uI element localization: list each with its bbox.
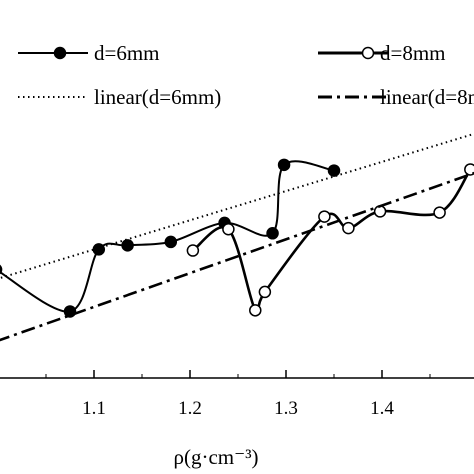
data-point-series-1 [121, 239, 134, 252]
legend-label-linear-d8: linear(d=8mm) [380, 85, 474, 109]
data-point-series-2 [222, 223, 235, 236]
data-point-series-1 [277, 158, 291, 172]
legend-entry-linear-d8: linear(d=8mm) [318, 85, 474, 109]
data-point-series-2 [342, 221, 355, 235]
x-tick-label: 1.2 [178, 398, 202, 419]
data-point-series-1 [0, 264, 3, 275]
data-point-series-2 [433, 206, 446, 219]
series-line-2 [192, 168, 472, 316]
legend-marker-d8 [361, 46, 375, 60]
data-point-series-1 [164, 235, 178, 249]
data-point-series-2 [186, 244, 200, 257]
legend-entry-linear-d6: linear(d=6mm) [18, 85, 221, 109]
x-tick-label: 1.1 [82, 398, 106, 419]
legend-label-d6: d=6mm [94, 41, 160, 65]
legend-entry-d6: d=6mm [18, 41, 160, 65]
legend-label-d8: d=8mm [380, 41, 446, 65]
legend-marker-d6 [53, 46, 67, 60]
series-line-1 [0, 160, 335, 313]
legend-entry-d8: d=8mm [318, 41, 446, 65]
data-point-series-2 [258, 285, 272, 299]
data-point-series-1 [327, 164, 341, 177]
legend-label-linear-d6: linear(d=6mm) [94, 85, 221, 109]
data-point-series-1 [266, 227, 279, 240]
x-axis: 1.11.21.31.41 [0, 370, 474, 419]
x-tick-label: 1.3 [274, 398, 298, 419]
data-point-series-2 [249, 304, 262, 317]
data-point-series-2 [318, 210, 331, 223]
trend-line-4 [0, 171, 474, 342]
plot-area [0, 132, 474, 342]
x-tick-label: 1.4 [370, 398, 394, 419]
data-point-series-2 [464, 163, 474, 176]
legend: d=6mm d=8mm linear(d=6mm) linear(d=8mm) [18, 41, 474, 109]
x-axis-label: ρ(g·cm⁻³) [174, 445, 259, 469]
data-point-series-1 [92, 243, 106, 256]
